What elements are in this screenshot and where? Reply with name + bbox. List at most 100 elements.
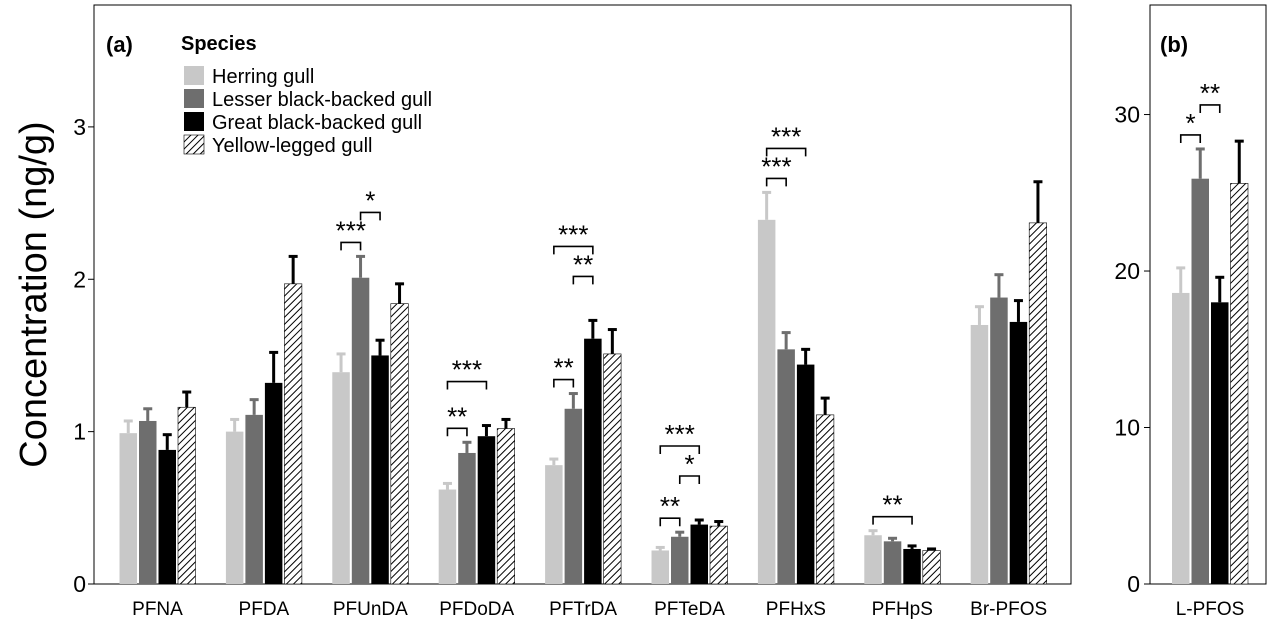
significance-label: ** [660,491,680,521]
y-tick-label: 0 [73,571,86,597]
significance-label: *** [665,419,695,449]
bar-yellow-legged-gull-pfdoda [496,428,516,585]
panel-label: (a) [106,32,133,57]
bar-yellow-legged-gull-pfna [177,406,196,585]
bar-herring-gull-pfda [225,431,244,584]
bar-herring-gull-pfhps [864,535,882,584]
y-tick-label: 2 [73,266,86,292]
significance-bracket [553,378,575,388]
legend-entry-lesser-black-backed-gull: Lesser black-backed gull [212,89,432,111]
plot-frame [93,4,1072,585]
category-label-pftrda: PFTrDA [549,599,617,620]
significance-label: ** [1200,78,1220,108]
y-axis-label: Concentration (ng/g) [13,121,55,467]
bar-yellow-legged-gull-l-pfos [1230,183,1249,585]
significance-bracket [553,245,594,255]
category-label-l-pfos: L-PFOS [1176,599,1245,620]
y-tick-label: 0 [1127,571,1140,597]
y-tick-label: 10 [1114,415,1140,441]
category-label-pfda: PFDA [239,599,290,620]
significance-label: *** [771,121,801,151]
legend-swatch-lesser-black-backed-gull [184,89,204,108]
significance-bracket [1199,104,1221,113]
bar-lesser-black-backed-gull-pfna [139,420,157,584]
significance-label: *** [452,355,482,385]
bar-lesser-black-backed-gull-pfunda [351,277,370,584]
bar-yellow-legged-gull-pfunda [390,303,409,585]
category-label-br-pfos: Br-PFOS [970,599,1047,620]
bar-yellow-legged-gull-pftrda [603,353,622,585]
bar-herring-gull-l-pfos [1172,292,1190,584]
significance-label: * [1185,108,1195,138]
significance-bracket [446,427,468,437]
legend-entry-yellow-legged-gull: Yellow-legged gull [212,135,373,157]
significance-label: *** [558,219,588,249]
significance-bracket [1179,134,1202,143]
significance-label: * [684,449,694,479]
significance-label: ** [447,401,467,431]
bar-yellow-legged-gull-pfteda [709,525,728,585]
panel-label: (b) [1160,32,1188,57]
legend-title: Species [181,33,257,55]
y-tick-label: 1 [73,419,86,445]
significance-label: ** [882,490,902,520]
bar-herring-gull-pfhxs [757,219,776,584]
bar-lesser-black-backed-gull-pfhps [883,541,902,584]
y-tick-label: 20 [1114,258,1140,284]
panel-b: 0 10 20 30 (b) L-PFOS *** [1114,4,1267,620]
category-label-pfna: PFNA [132,599,183,620]
bar-great-black-backed-gull-l-pfos [1211,302,1229,584]
category-label-pfteda: PFTeDA [654,599,725,620]
bar-yellow-legged-gull-pfhps [922,550,941,585]
legend-swatch-yellow-legged-gull [183,134,205,155]
significance-label: ** [573,249,593,279]
bar-herring-gull-pftrda [545,465,563,584]
significance-bracket [572,275,594,285]
legend-swatch-great-black-backed-gull [184,112,204,131]
significance-bracket [659,517,681,527]
significance-bracket [659,445,701,455]
bar-herring-gull-pfteda [651,550,669,584]
bar-lesser-black-backed-gull-pftrda [564,408,583,584]
bar-great-black-backed-gull-pfunda [371,355,389,584]
bar-lesser-black-backed-gull-pfda [245,414,263,584]
bar-lesser-black-backed-gull-pfdoda [458,452,476,584]
bar-lesser-black-backed-gull-br-pfos [990,297,1008,584]
significance-label: ** [553,353,573,383]
bar-yellow-legged-gull-pfda [284,283,303,585]
bar-herring-gull-br-pfos [970,324,989,584]
bar-great-black-backed-gull-pfda [264,382,283,584]
bar-lesser-black-backed-gull-pfteda [671,536,689,584]
category-label-pfunda: PFUnDA [333,599,408,620]
panel-a: 0 1 2 3 (a) Concentration (ng/g) PFNA PFDA PFUnD… [13,4,1072,620]
significance-bracket [765,147,807,157]
bar-lesser-black-backed-gull-pfhxs [777,349,795,584]
bar-great-black-backed-gull-pfdoda [477,436,496,584]
legend-entry-great-black-backed-gull: Great black-backed gull [212,112,422,134]
significance-bracket [765,177,787,187]
significance-bracket [446,380,488,390]
significance-bracket [359,211,381,221]
significance-label: *** [761,151,791,181]
significance-bracket [872,515,913,525]
bar-lesser-black-backed-gull-l-pfos [1191,178,1209,584]
significance-label: * [365,185,375,215]
bar-great-black-backed-gull-pfteda [690,524,708,584]
category-label-pfhps: PFHpS [872,599,933,620]
significance-bracket [340,241,362,251]
bar-herring-gull-pfna [119,433,137,584]
bar-great-black-backed-gull-pfna [158,449,176,584]
bar-great-black-backed-gull-br-pfos [1009,321,1028,584]
category-label-pfdoda: PFDoDA [439,599,514,620]
y-tick-label: 30 [1114,102,1140,128]
bar-great-black-backed-gull-pfhps [903,548,921,584]
y-tick-label: 3 [73,114,86,140]
bar-great-black-backed-gull-pftrda [584,338,602,584]
legend-swatch-herring-gull [184,66,204,85]
bar-herring-gull-pfdoda [438,489,457,584]
bar-yellow-legged-gull-pfhxs [816,414,835,585]
bar-yellow-legged-gull-br-pfos [1028,222,1047,585]
